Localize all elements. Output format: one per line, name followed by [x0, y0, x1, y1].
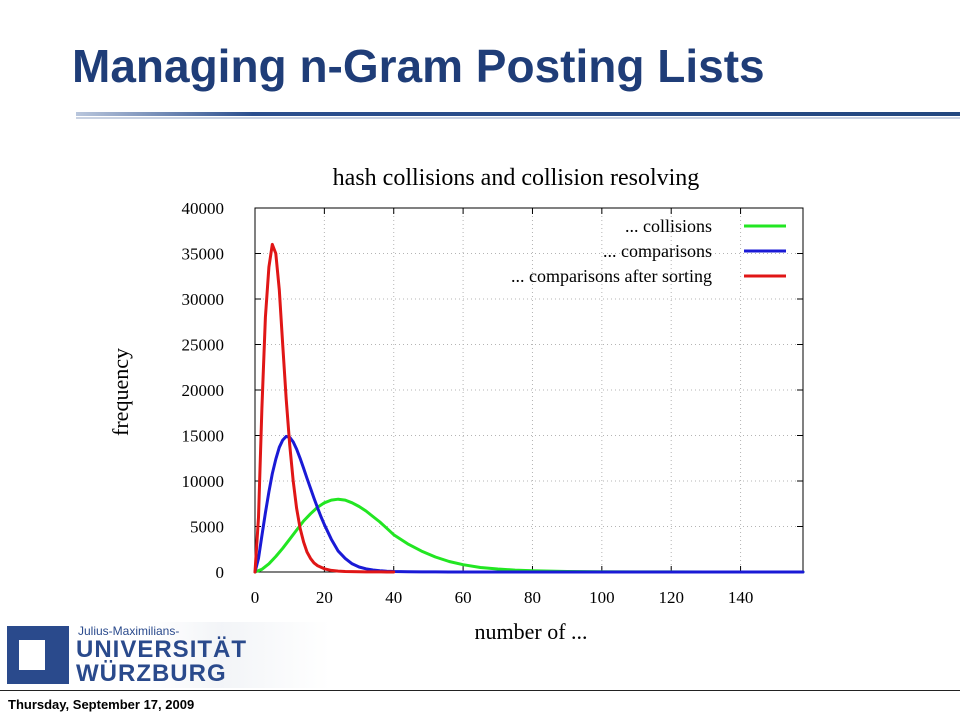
y-tick-label: 0 [216, 563, 225, 582]
logo-seal-watermark [150, 622, 330, 688]
logo-line-wuerzburg: WÜRZBURG [76, 660, 227, 687]
slide-title: Managing n-Gram Posting Lists [72, 40, 765, 92]
y-tick-label: 40000 [182, 199, 225, 218]
title-underline-shadow [76, 117, 960, 119]
series-line-3 [253, 242, 396, 574]
x-tick-label: 120 [658, 588, 684, 607]
x-tick-label: 80 [524, 588, 541, 607]
x-tick-label: 140 [728, 588, 754, 607]
university-logo: Julius-Maximilians- UNIVERSITÄT WÜRZBURG [0, 622, 330, 688]
chart-title: hash collisions and collision resolving [333, 165, 700, 191]
legend-label-1: ... collisions [625, 216, 712, 236]
logo-subtitle: Julius-Maximilians- [78, 624, 180, 638]
x-tick-label: 20 [316, 588, 333, 607]
y-tick-label: 5000 [190, 518, 224, 537]
y-tick-label: 30000 [182, 290, 225, 309]
chart-grid [255, 208, 803, 572]
x-tick-label: 60 [455, 588, 472, 607]
y-axis-title: frequency [108, 348, 133, 436]
series-line-1 [253, 497, 805, 574]
legend-label-3: ... comparisons after sorting [511, 266, 712, 286]
logo-line-universitaet: UNIVERSITÄT [76, 636, 248, 663]
chart-legend: ... collisions ... comparisons ... compari… [511, 216, 786, 286]
y-tick-label: 10000 [182, 472, 225, 491]
series-line-2 [253, 434, 805, 574]
plot-area-frame [254, 207, 804, 573]
logo-emblem [7, 626, 69, 684]
x-tick-label: 0 [251, 588, 260, 607]
chart-series [253, 242, 805, 574]
footer-date: Thursday, September 17, 2009 [8, 697, 195, 712]
frequency-line-chart: 0 20 40 60 80 100 120 140 0 5000 10000 15000 20000 25… [108, 165, 805, 644]
y-tick-label: 35000 [182, 245, 225, 264]
y-tick-label: 25000 [182, 336, 225, 355]
title-underline [76, 112, 960, 116]
axis-ticks: 0 20 40 60 80 100 120 140 0 5000 10000 15000 20000 25… [182, 199, 803, 607]
x-tick-label: 100 [589, 588, 615, 607]
x-tick-label: 40 [385, 588, 402, 607]
x-axis-title: number of ... [474, 619, 587, 644]
legend-label-2: ... comparisons [603, 241, 712, 261]
y-tick-label: 15000 [182, 427, 225, 446]
footer-divider [0, 690, 960, 691]
y-tick-label: 20000 [182, 381, 225, 400]
